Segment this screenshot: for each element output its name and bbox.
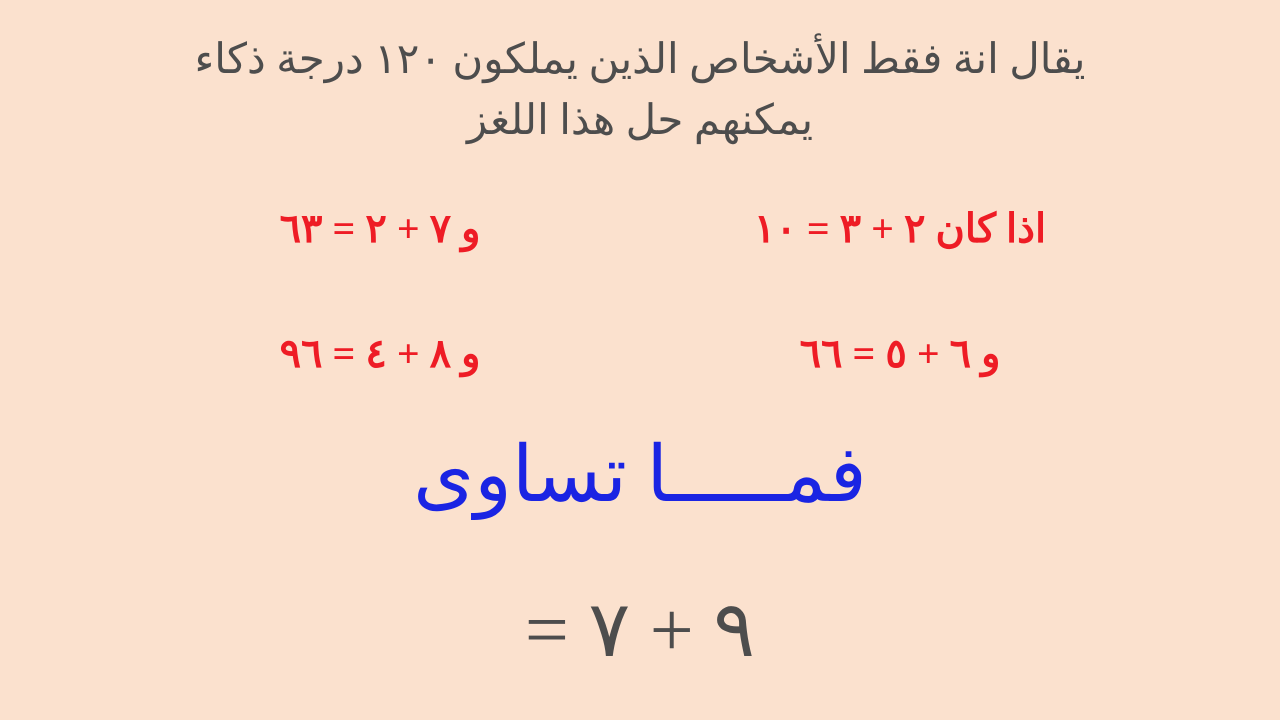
question-word: فمـــــا تساوى (0, 430, 1280, 520)
puzzle-canvas: يقال انة فقط الأشخاص الذين يملكون ١٢٠ در… (0, 0, 1280, 720)
equations-row-2: و ٦ + ٥ = ٦٦ و ٨ + ٤ = ٩٦ (0, 330, 1280, 377)
equations-row-1: اذا كان ٢ + ٣ = ١٠ و ٧ + ٢ = ٦٣ (0, 205, 1280, 252)
equation-1-left: و ٧ + ٢ = ٦٣ (190, 205, 570, 252)
equation-1-right: اذا كان ٢ + ٣ = ١٠ (710, 205, 1090, 252)
puzzle-title: يقال انة فقط الأشخاص الذين يملكون ١٢٠ در… (0, 30, 1280, 152)
equation-2-left: و ٨ + ٤ = ٩٦ (190, 330, 570, 377)
equation-2-right: و ٦ + ٥ = ٦٦ (710, 330, 1090, 377)
question-equation: ٩ + ٧ = (0, 585, 1280, 675)
title-line-1: يقال انة فقط الأشخاص الذين يملكون ١٢٠ در… (0, 30, 1280, 91)
title-line-2: يمكنهم حل هذا اللغز (0, 91, 1280, 152)
